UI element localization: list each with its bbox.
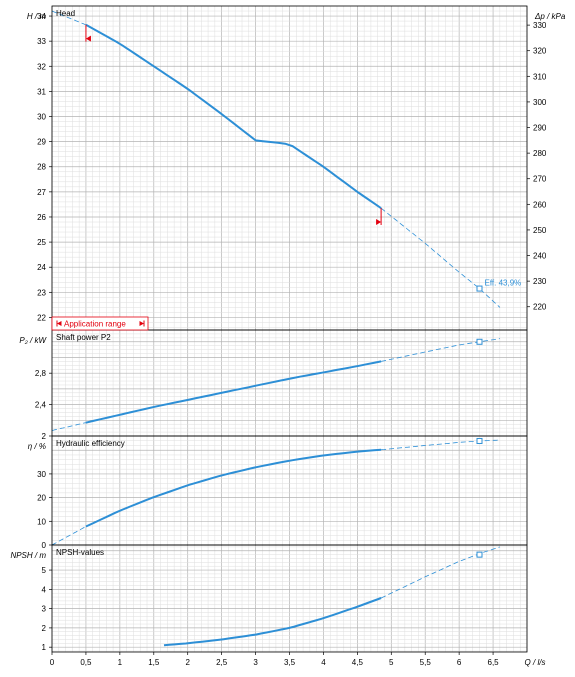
arrow-left-icon: [139, 321, 144, 326]
power-y-tick-label: 2: [42, 432, 47, 441]
efficiency-label: Eff. 43,9%: [485, 279, 522, 288]
head-y2-axis-label: Δp / kPa: [534, 12, 566, 21]
application-range-label: Application range: [64, 320, 126, 329]
x-tick-label: 3: [253, 658, 258, 667]
x-tick-label: 6,5: [488, 658, 500, 667]
efficiency-y-tick-label: 0: [42, 541, 47, 550]
head-y-tick-label: 25: [37, 238, 46, 247]
head-curve: [85, 23, 382, 210]
range-marker-triangle: [85, 35, 91, 42]
efficiency-y-axis-label: η / %: [28, 442, 46, 451]
head-y-tick-label: 34: [37, 12, 46, 21]
head-curve-extrapolated-left: [51, 10, 87, 26]
head-curve-extrapolated-right: [380, 207, 501, 308]
x-tick-label: 3,5: [284, 658, 296, 667]
npsh-y-tick-label: 2: [42, 624, 47, 633]
head-y-tick-label: 24: [37, 263, 46, 272]
head-y2-tick-label: 230: [533, 277, 547, 286]
head-y-tick-label: 29: [37, 138, 46, 147]
x-axis-label: Q / l/s: [525, 658, 546, 667]
legend-layer: Application range Eff. 43,9%: [51, 279, 522, 331]
power-y-tick-label: 2,8: [35, 369, 47, 378]
x-tick-label: 2,5: [216, 658, 228, 667]
efficiency-curve: [85, 448, 382, 528]
x-tick-label: 1,5: [148, 658, 160, 667]
head-y-tick-label: 31: [37, 87, 46, 96]
labels-layer: 2223242526272829303132333422023024025026…: [10, 9, 565, 667]
head-y2-tick-label: 290: [533, 124, 547, 133]
x-tick-label: 0,5: [80, 658, 92, 667]
head-y2-tick-label: 300: [533, 98, 547, 107]
power-panel-title: Shaft power P2: [56, 333, 111, 342]
efficiency-curve-extrapolated-left: [51, 526, 87, 546]
head-y-tick-label: 22: [37, 313, 46, 322]
arrow-right-left-icon: [57, 321, 62, 326]
head-y2-tick-label: 260: [533, 200, 547, 209]
head-y-tick-label: 23: [37, 288, 46, 297]
efficiency-y-tick-label: 30: [37, 470, 46, 479]
x-tick-label: 4,5: [352, 658, 364, 667]
grid-layer: [51, 5, 528, 652]
application-range-legend: [51, 316, 149, 331]
head-panel-title: Head: [56, 9, 75, 18]
head-y-axis-label: H / m: [27, 12, 46, 21]
power-duty-point: [476, 338, 483, 345]
head-y-tick-label: 32: [37, 62, 46, 71]
head-y2-tick-label: 250: [533, 226, 547, 235]
x-tick-label: 2: [185, 658, 190, 667]
x-tick-label: 4: [321, 658, 326, 667]
npsh-y-tick-label: 3: [42, 605, 47, 614]
efficiency-y-tick-label: 10: [37, 517, 46, 526]
x-tick-label: 1: [118, 658, 123, 667]
npsh-panel-title: NPSH-values: [56, 548, 104, 557]
npsh-duty-point: [476, 551, 483, 558]
frames-layer: [49, 5, 530, 655]
head-y2-tick-label: 280: [533, 149, 547, 158]
head-y2-tick-label: 270: [533, 175, 547, 184]
head-y-tick-label: 30: [37, 113, 46, 122]
x-tick-label: 5: [389, 658, 394, 667]
head-y2-tick-label: 220: [533, 303, 547, 312]
head-y2-tick-label: 330: [533, 21, 547, 30]
x-tick-label: 0: [50, 658, 55, 667]
efficiency-duty-point: [476, 437, 483, 444]
head-y-tick-label: 26: [37, 213, 46, 222]
x-tick-label: 5,5: [420, 658, 432, 667]
curves-layer: [51, 10, 501, 647]
power-curve-extrapolated-left: [51, 422, 86, 431]
head-y-tick-label: 33: [37, 37, 46, 46]
npsh-curve: [163, 597, 382, 647]
head-y-tick-label: 28: [37, 163, 46, 172]
head-y-tick-label: 27: [37, 188, 46, 197]
range-marker-triangle: [376, 219, 382, 225]
head-y2-tick-label: 240: [533, 252, 547, 261]
npsh-y-tick-label: 4: [42, 585, 47, 594]
npsh-y-tick-label: 1: [42, 643, 47, 652]
head-y2-tick-label: 320: [533, 47, 547, 56]
npsh-y-tick-label: 5: [42, 566, 47, 575]
head-y2-tick-label: 310: [533, 72, 547, 81]
power-y-axis-label: P₂ / kW: [19, 336, 47, 345]
x-tick-label: 6: [457, 658, 462, 667]
npsh-y-axis-label: NPSH / m: [10, 551, 46, 560]
power-y-tick-label: 2,4: [35, 401, 47, 410]
efficiency-y-tick-label: 20: [37, 494, 46, 503]
efficiency-panel-title: Hydraulic efficiency: [56, 439, 125, 448]
head-duty-point: [476, 285, 483, 292]
power-curve: [85, 360, 382, 424]
